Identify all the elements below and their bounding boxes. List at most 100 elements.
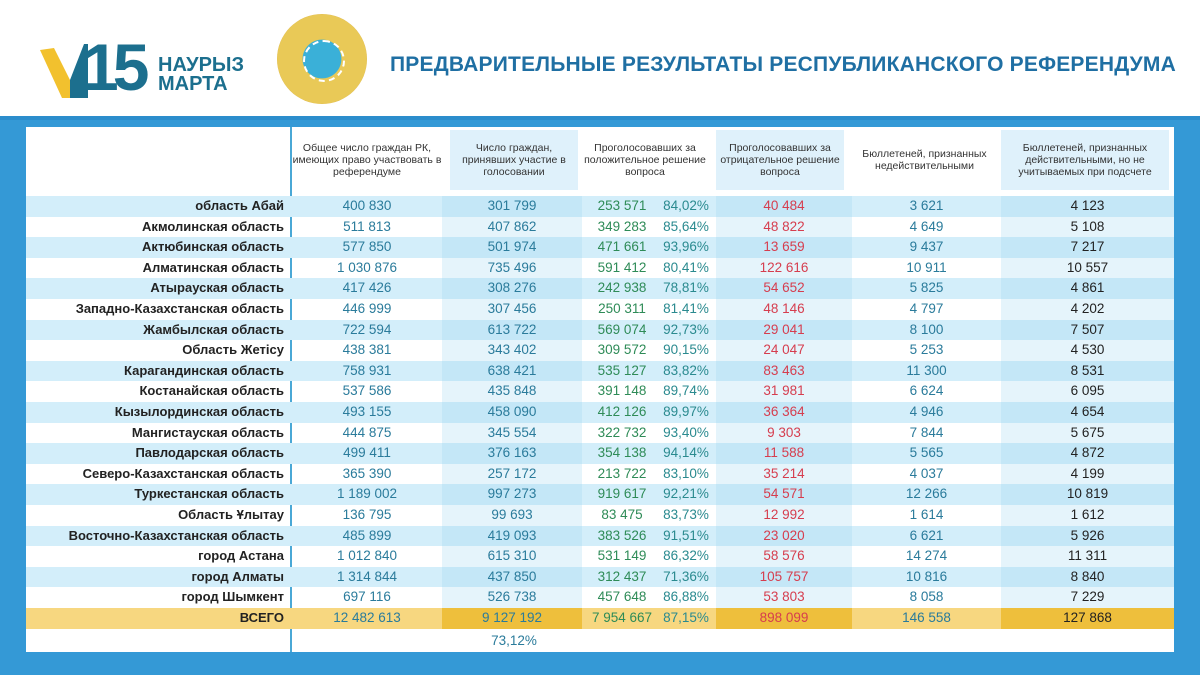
invalid: 3 621: [909, 198, 944, 213]
participated: 376 163: [442, 443, 582, 464]
eligible: 417 426: [342, 280, 392, 296]
participated: 615 310: [442, 546, 582, 567]
yes-count: 535 127: [597, 362, 647, 378]
region-name: область Абай: [195, 198, 284, 213]
region-name: Актюбинская область: [142, 239, 284, 255]
table-row: область Абай 400 830 301 799 253 571 84,02% 4…: [26, 196, 1174, 217]
eligible: 485 899: [342, 527, 392, 543]
valid-uncounted: 4 654: [1001, 402, 1174, 423]
divider: [290, 127, 292, 652]
col-header-yes: Проголосовавших за положительное решение…: [584, 142, 706, 178]
invalid: 8 100: [909, 321, 944, 337]
region-name: город Алматы: [191, 568, 284, 584]
invalid: 6 624: [909, 383, 944, 399]
table-row: город Астана 1 012 840 615 310 531 149 86,32…: [26, 546, 1174, 567]
region-name: город Шымкент: [181, 589, 285, 605]
eligible: 400 830: [342, 198, 392, 213]
participated: 437 850: [442, 566, 582, 588]
no-count: 36 364: [716, 402, 852, 423]
eligible: 1 314 844: [336, 568, 398, 584]
col-header-eligible: Общее число граждан РК, имеющих право уч…: [292, 142, 442, 178]
eligible: 511 813: [343, 218, 391, 234]
eligible: 1 012 840: [336, 548, 398, 564]
participated: 257 172: [442, 463, 582, 485]
no-count: 12 992: [716, 505, 852, 526]
valid-uncounted: 7 229: [1001, 587, 1174, 608]
yes-percent: 80,41%: [663, 259, 709, 275]
region-name: Жамбылская область: [143, 321, 284, 337]
table-row: Актюбинская область 577 850 501 974 471 661…: [26, 237, 1174, 258]
participated: 997 273: [442, 484, 582, 505]
eligible: 446 999: [342, 301, 392, 316]
region-name: Павлодарская область: [135, 445, 284, 461]
yes-count: 242 938: [597, 280, 647, 296]
valid-uncounted: 8 531: [1001, 360, 1174, 382]
yes-count: 919 617: [597, 486, 647, 502]
invalid: 10 911: [906, 259, 947, 275]
yes-count: 213 722: [597, 465, 647, 481]
no-count: 53 803: [716, 587, 852, 608]
yes-count: 531 149: [597, 548, 647, 564]
table-row: Туркестанская область 1 189 002 997 273 919…: [26, 484, 1174, 505]
region-name: Туркестанская область: [134, 486, 284, 502]
yes-percent: 85,64%: [663, 218, 709, 234]
participated: 407 862: [442, 216, 582, 238]
region-name: Северо-Казахстанская область: [82, 465, 284, 481]
valid-uncounted: 7 507: [1001, 319, 1174, 341]
turnout-percent: 73,12%: [491, 633, 537, 648]
yes-count: 309 572: [597, 342, 647, 358]
logo-line2: МАРТА: [158, 73, 228, 95]
region-name: Область Жетісу: [182, 342, 284, 358]
invalid: 4 649: [909, 218, 944, 234]
yes-count: 349 283: [597, 218, 647, 234]
no-count: 105 757: [716, 566, 852, 588]
participated: 9 127 192: [442, 608, 582, 629]
participated: 735 496: [442, 257, 582, 279]
yes-percent: 89,74%: [663, 383, 709, 399]
invalid: 1 614: [909, 507, 944, 522]
no-count: 48 146: [716, 299, 852, 320]
yes-percent: 81,41%: [663, 301, 709, 316]
eligible: 1 189 002: [336, 486, 398, 502]
region-name: Костанайская область: [139, 383, 285, 399]
region-name: Карагандинская область: [124, 362, 284, 378]
invalid: 5 565: [909, 445, 944, 461]
valid-uncounted: 10 819: [1001, 484, 1174, 505]
invalid: 9 437: [909, 239, 944, 255]
election-commission-seal: [277, 14, 367, 104]
region-name: город Астана: [198, 548, 284, 564]
participated: 99 693: [442, 505, 582, 526]
yes-count: 412 126: [597, 404, 647, 419]
eligible: 499 411: [343, 445, 391, 461]
participated: 435 848: [442, 381, 582, 402]
table-row: Павлодарская область 499 411 376 163 354 13…: [26, 443, 1174, 464]
yes-count: 383 526: [597, 527, 647, 543]
table-row: Восточно-Казахстанская область 485 899 419…: [26, 525, 1174, 547]
table-row: Западно-Казахстанская область 446 999 307 …: [26, 299, 1174, 320]
yes-percent: 87,15%: [663, 610, 709, 625]
table-row: Акмолинская область 511 813 407 862 349 283…: [26, 216, 1174, 238]
invalid: 10 816: [905, 568, 948, 584]
eligible: 136 795: [342, 507, 392, 522]
eligible: 722 594: [342, 321, 392, 337]
yes-percent: 86,32%: [663, 548, 709, 564]
no-count: 54 571: [716, 484, 852, 505]
region-name: Кызылординская область: [114, 404, 284, 419]
invalid: 7 844: [909, 424, 944, 440]
referendum-logo: 15 НАУРЫЗ МАРТА: [40, 30, 250, 104]
yes-count: 322 732: [597, 424, 647, 440]
valid-uncounted: 5 675: [1001, 422, 1174, 444]
valid-uncounted: 4 861: [1001, 278, 1174, 299]
yes-count: 391 148: [597, 383, 647, 399]
region-name: Акмолинская область: [142, 218, 284, 234]
col-header-no: Проголосовавших за отрицательное решение…: [716, 130, 844, 190]
header: 15 НАУРЫЗ МАРТА ПРЕДВАРИТЕЛЬНЫЕ РЕЗУЛЬТАТ…: [0, 0, 1200, 116]
yes-percent: 83,82%: [663, 362, 709, 378]
yes-percent: 83,10%: [663, 465, 709, 481]
yes-count: 253 571: [597, 198, 647, 213]
valid-uncounted: 127 868: [1001, 608, 1174, 629]
participated: 613 722: [442, 319, 582, 341]
yes-count: 471 661: [597, 239, 647, 255]
invalid: 4 037: [909, 465, 944, 481]
invalid: 5 253: [909, 342, 944, 358]
